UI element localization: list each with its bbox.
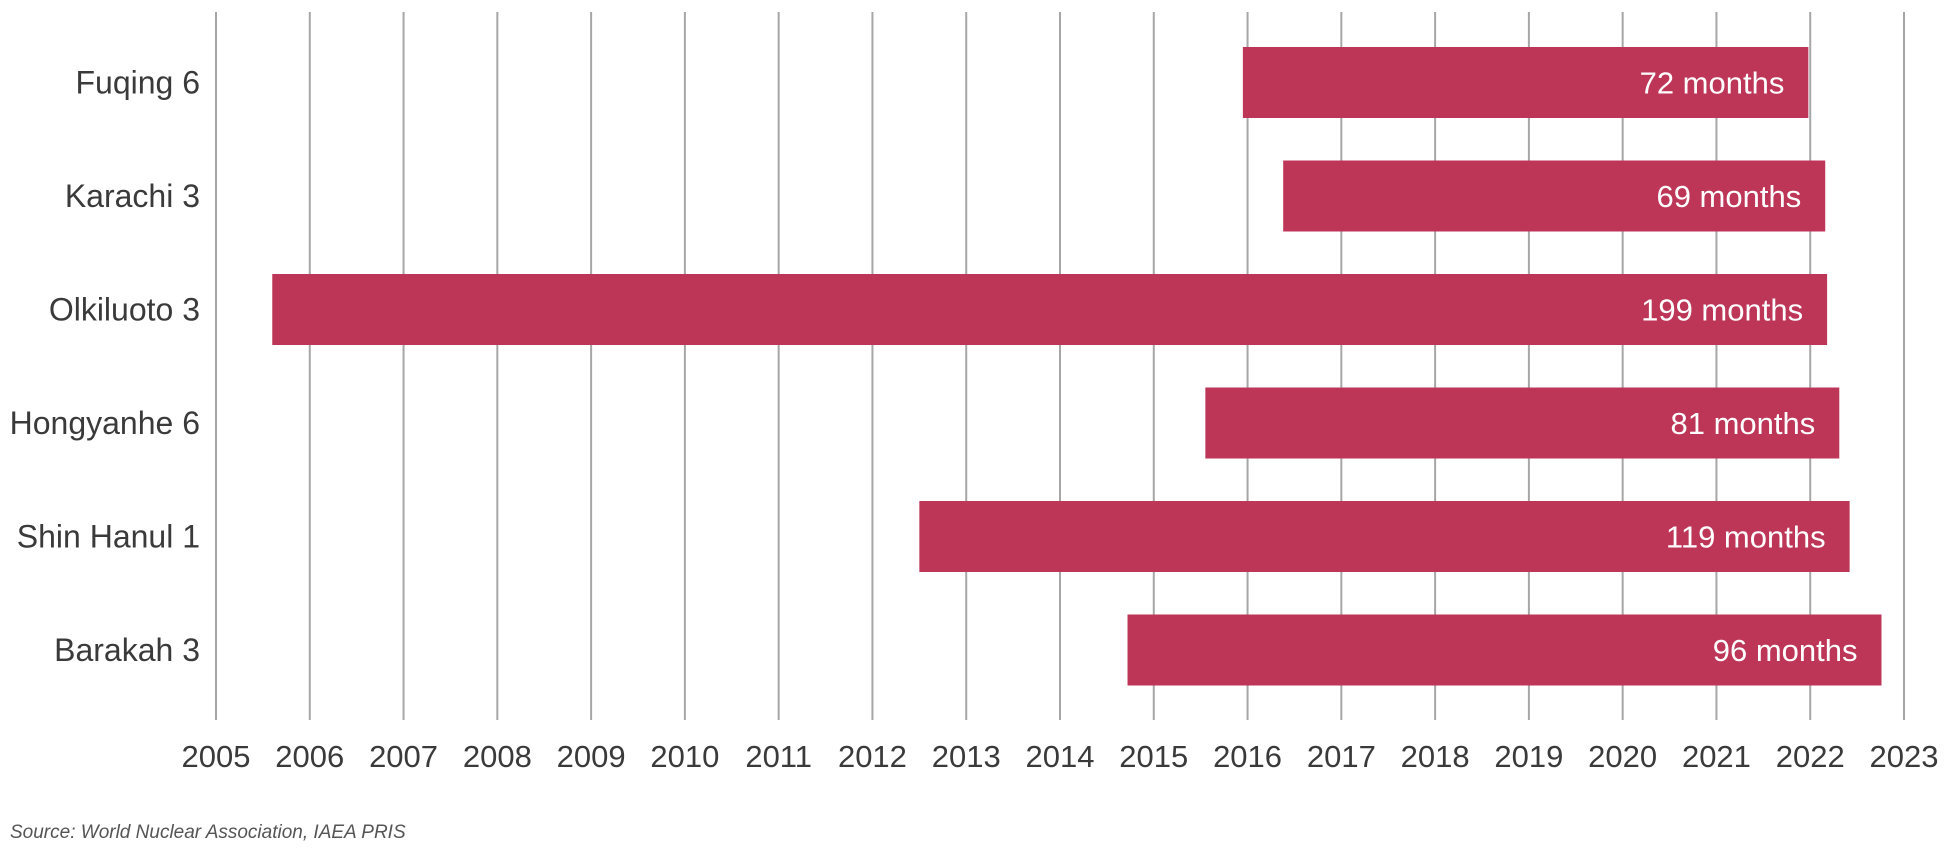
x-tick-label: 2015 — [1119, 739, 1188, 774]
grid-lines — [215, 12, 1905, 720]
source-note: Source: World Nuclear Association, IAEA … — [10, 822, 406, 843]
x-axis-tick-labels: 2005 2006 2007 2008 2009 2010 2011 2012 2013 2014… — [182, 739, 1939, 774]
bar — [1283, 160, 1826, 232]
x-tick-label: 2022 — [1776, 739, 1845, 774]
x-tick-label: 2016 — [1213, 739, 1282, 774]
bar — [272, 274, 1828, 345]
bars: 72 months 69 months 199 months 81 months 119… — [272, 47, 1882, 686]
bar — [1205, 387, 1840, 459]
x-tick-label: 2008 — [463, 739, 532, 774]
x-tick-label: 2006 — [275, 739, 344, 774]
category-label: Hongyanhe 6 — [10, 405, 200, 441]
category-label: Shin Hanul 1 — [17, 519, 200, 555]
bar-data-label: 199 months — [1641, 293, 1803, 328]
x-tick-label: 2012 — [838, 739, 907, 774]
bar — [1127, 614, 1882, 686]
x-tick-label: 2013 — [932, 739, 1001, 774]
bar — [1242, 47, 1809, 118]
category-label: Barakah 3 — [54, 632, 200, 668]
x-tick-label: 2019 — [1494, 739, 1563, 774]
bar-data-label: 119 months — [1666, 520, 1826, 555]
x-tick-label: 2018 — [1401, 739, 1470, 774]
bar-data-label: 72 months — [1640, 66, 1785, 101]
x-tick-label: 2007 — [369, 739, 438, 774]
category-labels: Fuqing 6 Karachi 3 Olkiluoto 3 Hongyanhe 6 S… — [10, 65, 200, 669]
bar-data-label: 69 months — [1656, 179, 1801, 214]
category-label: Fuqing 6 — [75, 65, 200, 101]
category-label: Olkiluoto 3 — [49, 292, 200, 328]
bar-data-label: 96 months — [1713, 633, 1858, 668]
x-tick-label: 2017 — [1307, 739, 1376, 774]
x-tick-label: 2005 — [182, 739, 251, 774]
x-tick-label: 2011 — [745, 739, 812, 774]
category-label: Karachi 3 — [65, 178, 200, 214]
x-tick-label: 2021 — [1682, 739, 1751, 774]
x-tick-label: 2009 — [557, 739, 626, 774]
x-tick-label: 2010 — [650, 739, 719, 774]
x-tick-label: 2023 — [1870, 739, 1939, 774]
x-tick-label: 2020 — [1588, 739, 1657, 774]
bar — [919, 501, 1850, 572]
x-tick-label: 2014 — [1026, 739, 1095, 774]
bar-data-label: 81 months — [1671, 406, 1816, 441]
